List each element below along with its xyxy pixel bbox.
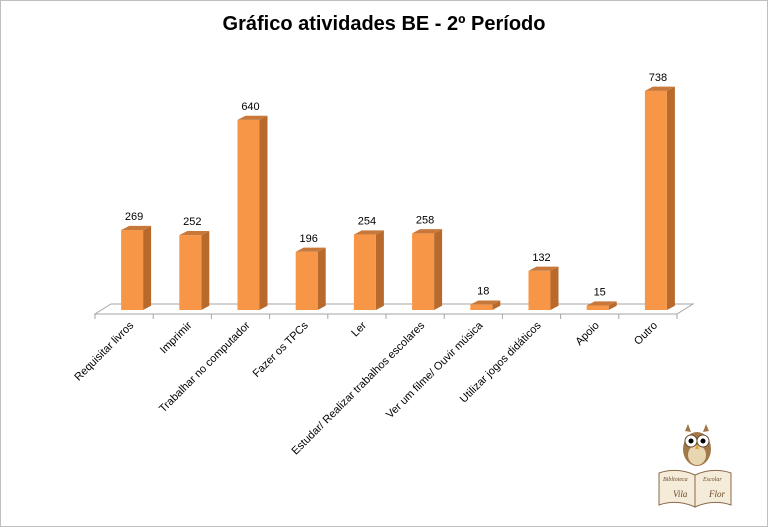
category-label: Apoio [573, 320, 601, 348]
bar-side [550, 266, 559, 310]
bar-top [295, 247, 326, 252]
bar [470, 300, 501, 310]
bar-front [412, 233, 435, 310]
data-label: 258 [416, 214, 434, 226]
bar-top [237, 115, 268, 120]
data-label: 252 [183, 216, 201, 228]
data-label: 132 [532, 252, 550, 264]
bar-top [644, 86, 675, 91]
data-label: 269 [125, 211, 143, 223]
chart-title: Gráfico atividades BE - 2º Período [222, 13, 546, 35]
bar-top [412, 229, 443, 234]
bar-series [121, 86, 675, 311]
bar-side [492, 300, 501, 310]
x-axis-ticks [94, 314, 678, 319]
bar-front [121, 230, 144, 310]
bar [586, 301, 617, 310]
bar [644, 86, 675, 311]
bar-top [353, 230, 384, 235]
category-label: Requisitar livros [72, 319, 136, 383]
bar [528, 266, 559, 310]
bar [121, 225, 152, 310]
svg-text:Vila: Vila [673, 489, 688, 499]
category-label: Fazer os TPCs [251, 319, 312, 380]
bar [237, 115, 268, 310]
bar [179, 230, 210, 310]
bar [353, 230, 384, 310]
category-label: Outro [632, 320, 660, 348]
bar-front [179, 235, 202, 310]
bar-front [528, 270, 551, 310]
data-label: 254 [358, 216, 376, 228]
data-label: 640 [241, 101, 259, 113]
bar-side [143, 225, 152, 310]
data-label: 196 [300, 233, 318, 245]
data-label: 18 [477, 286, 489, 298]
data-label: 15 [594, 287, 606, 299]
svg-text:Flor: Flor [708, 489, 725, 499]
category-label: Ler [349, 319, 369, 339]
bar-top [470, 300, 501, 305]
bar-side [201, 230, 210, 310]
library-owl-logo: Biblioteca Escolar Vila Flor [653, 419, 739, 515]
data-label: 738 [649, 72, 667, 84]
bar-top [179, 230, 210, 236]
category-label: Ver um filme/ Ouvir música [384, 319, 486, 421]
bar-top [121, 225, 152, 231]
bar-front [586, 305, 609, 310]
bar-top [586, 301, 617, 306]
category-label: Imprimir [158, 319, 195, 356]
bar-top [528, 266, 559, 271]
bar-front [353, 234, 376, 310]
bar-side [434, 229, 443, 310]
bar-side [608, 301, 617, 310]
bar-front [470, 304, 493, 310]
bar [295, 247, 326, 310]
bar-side [375, 230, 384, 310]
bar-front [644, 90, 667, 311]
bar-side [666, 86, 675, 310]
bar-front [295, 251, 318, 310]
svg-text:Escolar: Escolar [702, 477, 722, 483]
bar [412, 229, 443, 310]
data-labels: 269 252 640 196 254 258 18 132 15 738 [125, 72, 667, 299]
bar-side [317, 247, 326, 310]
bar-front [237, 119, 260, 310]
svg-text:Biblioteca: Biblioteca [663, 477, 688, 483]
bar-side [259, 115, 268, 310]
